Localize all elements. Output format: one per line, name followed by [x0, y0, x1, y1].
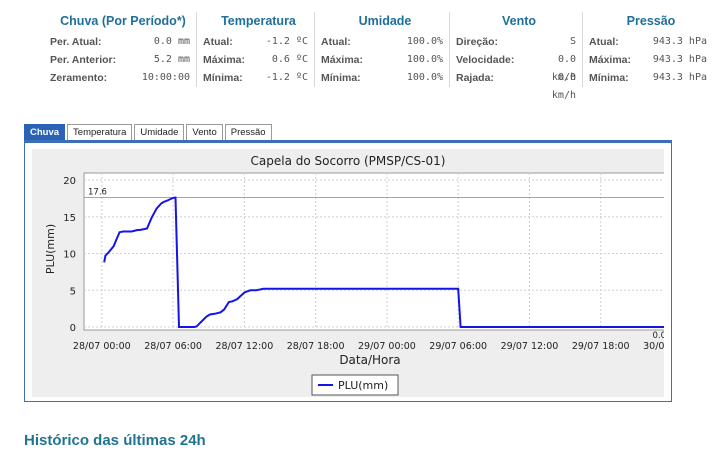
x-tick-label: 28/07 18:00	[287, 341, 345, 352]
stat-value: -1.2 ºC	[265, 72, 308, 83]
stat-row: Atual: 100.0%	[321, 33, 449, 51]
y-tick-label: 20	[63, 176, 76, 187]
stat-value: 100.0%	[406, 36, 443, 47]
stat-value: 943.3 hPa	[652, 36, 707, 47]
stat-group: Vento Direção: S Velocidade: 0.0 km/h Rajada:…	[449, 12, 582, 101]
chart-title: Capela do Socorro (PMSP/CS-01)	[251, 154, 446, 168]
stat-label: Mínima:	[589, 72, 629, 84]
y-tick-label: 5	[70, 286, 76, 297]
y-tick-label: 10	[63, 250, 76, 261]
last-annotation: 0.0	[652, 331, 664, 341]
y-tick-label: 15	[63, 213, 76, 224]
tab-pressao[interactable]: Pressão	[224, 124, 272, 141]
chart-tabs: Chuva Temperatura Umidade Vento Pressão	[24, 124, 274, 141]
history-heading: Histórico das últimas 24h	[24, 432, 206, 449]
x-tick-label: 28/07 12:00	[215, 341, 273, 352]
stat-row: Máxima: 943.3 hPa	[589, 51, 713, 69]
stat-row: Velocidade: 0.0 km/h	[456, 51, 582, 83]
max-annotation: 17.6	[88, 188, 107, 198]
stat-label: Mínima:	[321, 72, 361, 84]
x-tick-label: 29/07 12:00	[501, 341, 559, 352]
stat-label: Máxima:	[589, 54, 632, 66]
rain-chart: Capela do Socorro (PMSP/CS-01) Data/Hora…	[44, 154, 701, 396]
stat-value: 943.3 hPa	[652, 72, 707, 83]
stat-label: Atual:	[589, 36, 619, 48]
legend-label: PLU(mm)	[338, 379, 388, 392]
tab-umidade[interactable]: Umidade	[134, 124, 185, 141]
stat-value: -1.2 ºC	[265, 36, 308, 47]
stat-label: Máxima:	[321, 54, 364, 66]
stat-group-title: Temperatura	[221, 14, 296, 28]
y-tick-label: 0	[70, 323, 76, 334]
station-stats: Chuva (Por Período*) Per. Atual: 0.0 mm Per…	[44, 12, 713, 101]
x-tick-label: 28/07 00:00	[73, 341, 131, 352]
x-tick-label: 29/07 06:00	[429, 341, 487, 352]
stat-value: 100.0%	[406, 72, 443, 83]
stat-value: 0.0 km/h	[551, 72, 576, 101]
stat-group: Pressão Atual: 943.3 hPa Máxima: 943.3 hPa Mí…	[582, 12, 713, 87]
stat-label: Mínima:	[203, 72, 243, 84]
stat-value: S	[569, 36, 576, 47]
legend-box	[311, 374, 399, 396]
stat-label: Direção:	[456, 36, 499, 48]
stat-group-title: Umidade	[358, 14, 412, 28]
stat-label: Per. Atual:	[50, 36, 102, 48]
stat-row: Per. Anterior: 5.2 mm	[50, 51, 196, 69]
stat-value: 10:00:00	[141, 72, 190, 83]
stat-value: 943.3 hPa	[652, 54, 707, 65]
stat-value: 5.2 mm	[153, 54, 190, 65]
x-tick-label: 28/07 06:00	[144, 341, 202, 352]
chart-area: Capela do Socorro (PMSP/CS-01) Data/Hora…	[32, 149, 701, 397]
x-tick-label: 29/07 00:00	[358, 341, 416, 352]
stat-value: 100.0%	[406, 54, 443, 65]
stat-group-title: Vento	[501, 14, 537, 28]
stat-row: Máxima: 0.6 ºC	[203, 51, 314, 69]
stat-value: 0.0 km/h	[551, 54, 576, 83]
stat-row: Per. Atual: 0.0 mm	[50, 33, 196, 51]
stat-row: Mínima: 943.3 hPa	[589, 69, 713, 87]
stat-group: Umidade Atual: 100.0% Máxima: 100.0% Mínima: 1…	[314, 12, 449, 87]
x-axis-label: Data/Hora	[339, 353, 400, 367]
stat-group-title: Chuva (Por Período*)	[60, 14, 186, 28]
stat-value: 0.0 mm	[153, 36, 190, 47]
stat-group-title: Pressão	[626, 14, 676, 28]
x-tick-label: 29/07 18:00	[572, 341, 630, 352]
stat-row: Zeramento: 10:00:00	[50, 69, 196, 87]
stat-row: Atual: 943.3 hPa	[589, 33, 713, 51]
stat-row: Rajada: 0.0 km/h	[456, 69, 582, 101]
stat-label: Máxima:	[203, 54, 246, 66]
stat-row: Mínima: -1.2 ºC	[203, 69, 314, 87]
series-line-plu	[103, 196, 672, 328]
stat-row: Máxima: 100.0%	[321, 51, 449, 69]
tab-temperatura[interactable]: Temperatura	[67, 124, 133, 141]
stat-label: Atual:	[203, 36, 233, 48]
stat-group: Temperatura Atual: -1.2 ºC Máxima: 0.6 ºC Mín…	[196, 12, 314, 87]
stat-label: Rajada:	[456, 72, 494, 84]
stat-label: Velocidade:	[456, 54, 515, 66]
stat-label: Zeramento:	[50, 72, 108, 84]
stat-row: Direção: S	[456, 33, 582, 51]
chart-panel: Capela do Socorro (PMSP/CS-01) Data/Hora…	[24, 140, 701, 402]
tab-chuva[interactable]: Chuva	[24, 124, 66, 141]
plot-background	[83, 172, 673, 331]
stat-label: Atual:	[321, 36, 351, 48]
x-tick-label: 30/07 00:00	[643, 341, 664, 352]
stat-label: Per. Anterior:	[50, 54, 117, 66]
stat-row: Atual: -1.2 ºC	[203, 33, 314, 51]
stat-value: 0.6 ºC	[271, 54, 308, 65]
tab-vento[interactable]: Vento	[186, 124, 223, 141]
stat-row: Mínima: 100.0%	[321, 69, 449, 87]
stat-group: Chuva (Por Período*) Per. Atual: 0.0 mm Per…	[44, 12, 196, 87]
y-axis-label: PLU(mm)	[44, 224, 57, 274]
